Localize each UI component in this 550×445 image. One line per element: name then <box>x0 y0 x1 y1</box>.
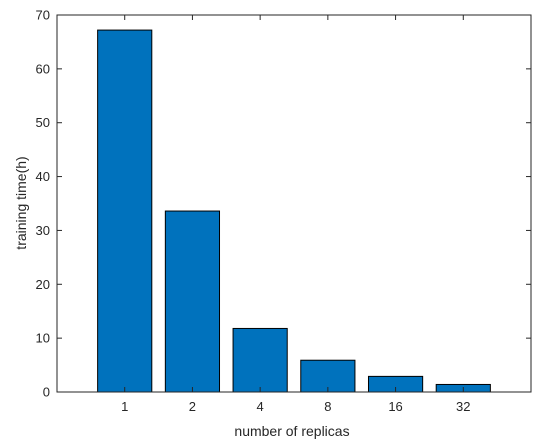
axes-group <box>56 14 532 393</box>
bars-group <box>97 29 491 393</box>
x-tick-label-32: 32 <box>456 399 470 414</box>
x-tick-label-16: 16 <box>388 399 402 414</box>
bar-1 <box>97 29 153 393</box>
y-tick-label-60: 60 <box>36 61 50 76</box>
y-tick-label-40: 40 <box>36 169 50 184</box>
y-tick-label-30: 30 <box>36 223 50 238</box>
bar-4 <box>232 327 288 393</box>
y-tick-label-0: 0 <box>43 385 50 400</box>
bar-2 <box>164 210 221 393</box>
y-tick-label-50: 50 <box>36 115 50 130</box>
x-tick-label-4: 4 <box>257 399 264 414</box>
y-tick-label-10: 10 <box>36 331 50 346</box>
y-axis-label: training time(h) <box>13 156 29 249</box>
y-tick-label-70: 70 <box>36 8 50 23</box>
y-tick-label-20: 20 <box>36 277 50 292</box>
x-axis-label: number of replicas <box>234 423 349 439</box>
y-tick-labels: 0 10 20 30 40 50 60 70 <box>36 8 50 400</box>
x-tick-labels: 1 2 4 8 16 32 <box>121 399 470 414</box>
x-tick-label-2: 2 <box>189 399 196 414</box>
axes-box <box>56 14 532 393</box>
x-tick-label-8: 8 <box>324 399 331 414</box>
x-tick-label-1: 1 <box>121 399 128 414</box>
